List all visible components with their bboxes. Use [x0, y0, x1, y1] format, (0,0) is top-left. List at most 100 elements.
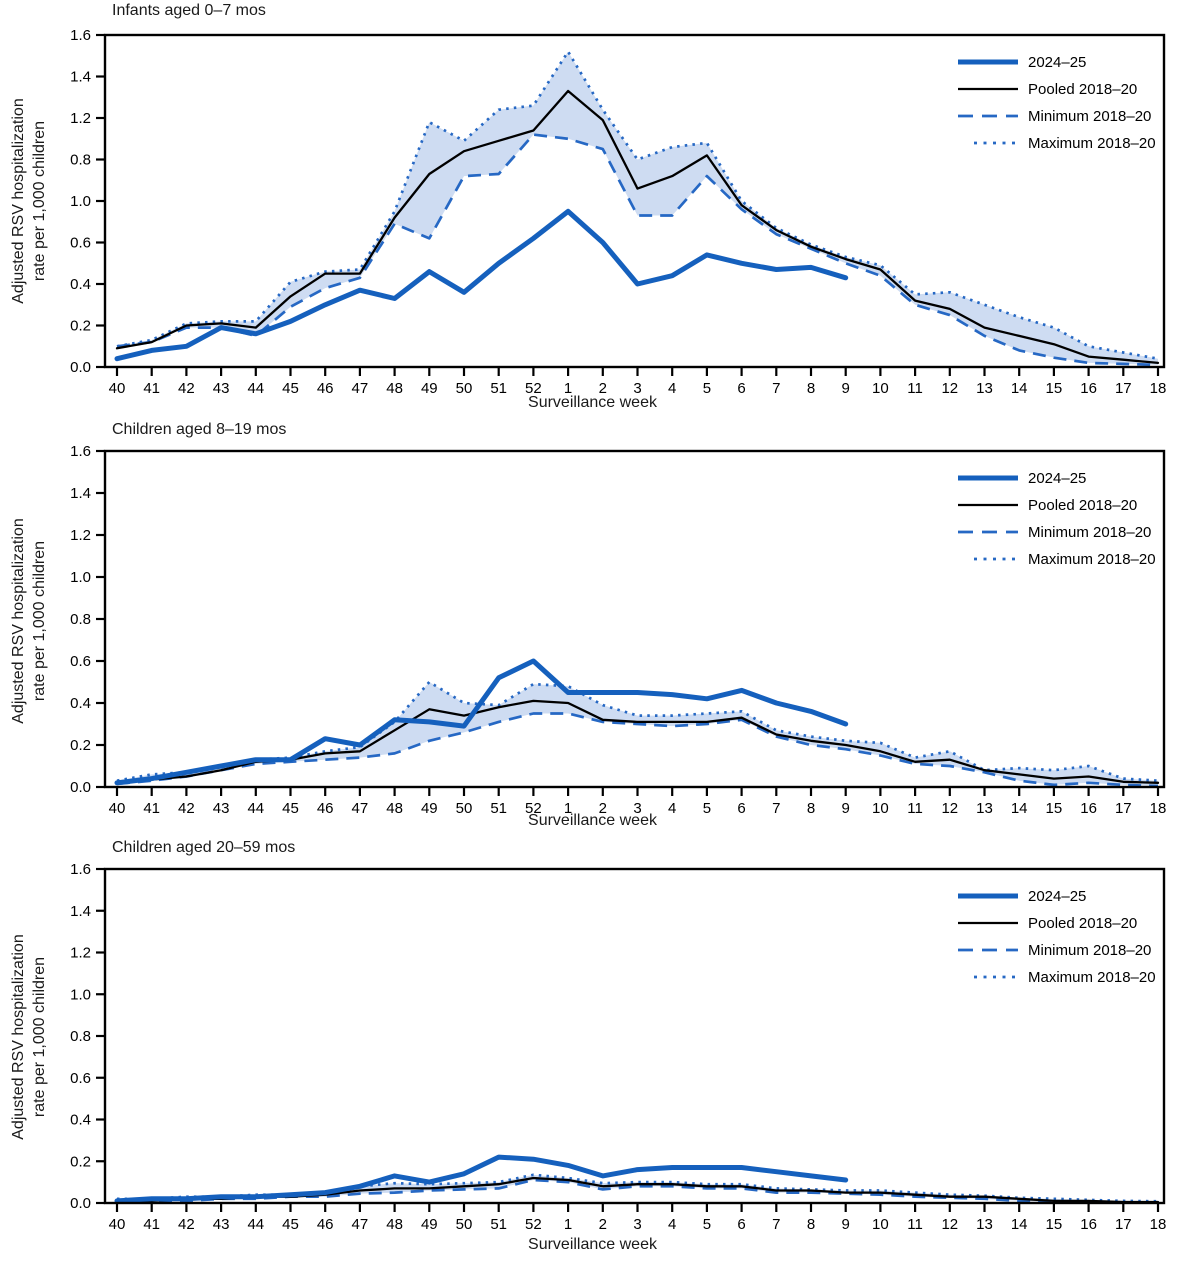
y-tick-label: 1.2 [70, 945, 91, 962]
panel-1: 1.6 1.4 1.2 0.8 1.0 0.6 0.4 0.2 0.0 40 41 42 43 44 45 4… [70, 27, 1166, 397]
x-tick-label: 14 [1011, 380, 1028, 397]
y-tick-label: 1.2 [70, 527, 91, 544]
legend-label: Pooled 2018–20 [1028, 915, 1137, 932]
y-axis-label-line2: rate per 1,000 children [31, 540, 48, 702]
y-tick-label: 0.4 [70, 1112, 91, 1129]
x-tick-label: 5 [703, 800, 711, 817]
legend-label: Minimum 2018–20 [1028, 108, 1151, 125]
x-tick-label: 3 [633, 1216, 641, 1233]
y-tick-label: 0.0 [70, 1195, 91, 1212]
x-tick-label: 41 [143, 380, 160, 397]
x-tick-label: 43 [213, 380, 230, 397]
x-tick-label: 2 [599, 1216, 607, 1233]
x-tick-label: 50 [456, 1216, 473, 1233]
x-tick-label: 49 [421, 1216, 438, 1233]
y-axis-label-line1: Adjusted RSV hospitalization [10, 518, 27, 724]
y-tick-label: 1.4 [70, 69, 91, 86]
x-tick-label: 44 [247, 1216, 264, 1233]
x-tick-label: 7 [772, 800, 780, 817]
legend-label: 2024–25 [1028, 470, 1086, 487]
series-line-minimum-2018-20 [116, 133, 1159, 367]
legend: 2024–25 Pooled 2018–20 Minimum 2018–20 Maxi… [958, 54, 1156, 152]
x-tick-label: 17 [1115, 380, 1132, 397]
y-tick-label: 0.0 [70, 779, 91, 796]
legend-label: Maximum 2018–20 [1028, 551, 1156, 568]
x-tick-label: 42 [178, 800, 195, 817]
x-tick-label: 52 [525, 1216, 542, 1233]
y-tick-label: 0.8 [70, 152, 91, 169]
x-tick-label: 51 [490, 800, 507, 817]
x-tick-label: 15 [1046, 1216, 1063, 1233]
legend-label: Minimum 2018–20 [1028, 942, 1151, 959]
x-axis-label-panel-1: Surveillance week [528, 394, 657, 411]
x-tick-label: 44 [247, 380, 264, 397]
x-tick-label: 16 [1080, 800, 1097, 817]
y-tick-label: 1.2 [70, 110, 91, 127]
y-tick-label: 1.4 [70, 485, 91, 502]
x-tick-label: 42 [178, 380, 195, 397]
y-axis-label-line1: Adjusted RSV hospitalization [10, 98, 27, 304]
x-tick-label: 6 [737, 1216, 745, 1233]
x-tick-label: 40 [109, 800, 126, 817]
x-tick-label: 8 [807, 380, 815, 397]
x-tick-label: 51 [490, 380, 507, 397]
y-tick-label: 0.2 [70, 1153, 91, 1170]
x-tick-label: 6 [737, 380, 745, 397]
x-tick-label: 50 [456, 380, 473, 397]
legend-label: Pooled 2018–20 [1028, 497, 1137, 514]
y-tick-label: 1.0 [70, 193, 91, 210]
x-tick-label: 46 [317, 1216, 334, 1233]
x-tick-label: 15 [1046, 800, 1063, 817]
x-tick-label: 9 [842, 380, 850, 397]
legend-label: Pooled 2018–20 [1028, 81, 1137, 98]
legend-label: Maximum 2018–20 [1028, 969, 1156, 986]
x-tick-label: 18 [1150, 380, 1167, 397]
y-tick-label: 1.0 [70, 986, 91, 1003]
plot-frame [103, 449, 1166, 789]
x-axis-label-panel-3: Surveillance week [528, 1236, 657, 1253]
x-tick-label: 52 [525, 380, 542, 397]
series-line-2024-25 [114, 658, 849, 786]
x-tick-label: 40 [109, 1216, 126, 1233]
x-tick-label: 45 [282, 380, 299, 397]
y-tick-label: 0.0 [70, 359, 91, 376]
y-tick-label: 1.0 [70, 569, 91, 586]
x-tick-label: 10 [872, 380, 889, 397]
x-tick-label: 18 [1150, 800, 1167, 817]
x-tick-label: 48 [386, 800, 403, 817]
y-tick-label: 0.6 [70, 235, 91, 252]
y-tick-label: 1.6 [70, 443, 91, 460]
series-line-maximum-2018-20 [116, 680, 1159, 783]
x-tick-label: 10 [872, 1216, 889, 1233]
x-tick-label: 11 [907, 1216, 923, 1233]
x-tick-label: 47 [352, 380, 369, 397]
x-tick-label: 47 [352, 1216, 369, 1233]
panel-3: 1.61.41.21.00.80.60.40.20.040 41 42 43 44 45 4… [70, 861, 1166, 1233]
y-axis-label-panel-1: Adjusted RSV hospitalization rate per 1,… [8, 35, 52, 367]
x-tick-label: 13 [976, 1216, 993, 1233]
x-tick-label: 3 [633, 800, 641, 817]
panel-2: 1.61.41.21.00.80.60.40.20.040 41 42 43 44 45 4… [70, 443, 1166, 817]
x-tick-label: 17 [1115, 800, 1132, 817]
x-tick-label: 10 [872, 800, 889, 817]
x-tick-label: 16 [1080, 380, 1097, 397]
x-tick-label: 7 [772, 1216, 780, 1233]
x-tick-label: 9 [842, 800, 850, 817]
y-tick-label: 0.2 [70, 318, 91, 335]
plot-frame [103, 867, 1166, 1205]
x-tick-label: 6 [737, 800, 745, 817]
y-tick-label: 1.6 [70, 27, 91, 44]
x-tick-label: 4 [668, 1216, 676, 1233]
x-tick-label: 50 [456, 800, 473, 817]
series-line-pooled-2018-20 [115, 89, 1160, 365]
x-tick-label: 44 [247, 800, 264, 817]
x-tick-label: 12 [941, 800, 958, 817]
min-max-band [117, 682, 1158, 786]
y-axis-label-line1: Adjusted RSV hospitalization [10, 934, 27, 1140]
x-tick-label: 40 [109, 380, 126, 397]
y-tick-label: 0.4 [70, 276, 91, 293]
x-tick-label: 12 [941, 1216, 958, 1233]
x-tick-label: 16 [1080, 1216, 1097, 1233]
y-axis-label-line2: rate per 1,000 children [31, 956, 48, 1118]
